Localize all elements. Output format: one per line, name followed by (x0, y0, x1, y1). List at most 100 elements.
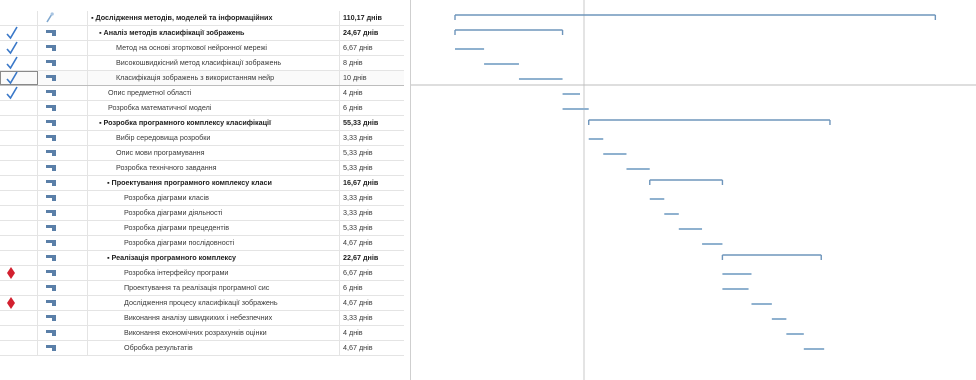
task-duration[interactable]: 3,33 днів (343, 313, 373, 322)
task-name[interactable]: Розробка технічного завдання (88, 161, 340, 175)
table-row[interactable]: Виконання аналізу швидкихих і небезпечни… (0, 311, 404, 326)
table-row[interactable]: Класифікація зображень з використанням н… (0, 71, 404, 86)
task-bar[interactable] (562, 93, 581, 95)
task-icon (46, 210, 56, 216)
table-row[interactable]: Опис мови програмування 5,33 днів (0, 146, 404, 161)
task-duration[interactable]: 6,67 днів (343, 43, 373, 52)
task-name[interactable]: Вибір середовища розробки (88, 131, 340, 145)
task-mode-cell (38, 56, 88, 70)
task-name[interactable]: Опис мови програмування (88, 146, 340, 160)
table-row[interactable]: Розробка діаграми діяльності 3,33 днів (0, 206, 404, 221)
task-bar[interactable] (722, 288, 749, 290)
pin-icon (46, 12, 54, 23)
task-name[interactable]: Розробка інтерфейсу програми (88, 266, 340, 280)
task-duration[interactable]: 4,67 днів (343, 343, 373, 352)
task-bar[interactable] (588, 138, 604, 140)
task-icon (46, 330, 56, 336)
task-duration[interactable]: 4 днів (343, 88, 363, 97)
task-duration[interactable]: 5,33 днів (343, 163, 373, 172)
task-duration[interactable]: 24,67 днів (343, 28, 379, 37)
table-row[interactable]: Метод на основі згорткової нейронної мер… (0, 41, 404, 56)
table-row[interactable]: Розробка інтерфейсу програми 6,67 днів (0, 266, 404, 281)
task-bar[interactable] (664, 213, 679, 215)
task-name[interactable]: ▪ Розробка програмного комплексу класифі… (88, 116, 340, 130)
task-duration[interactable]: 16,67 днів (343, 178, 379, 187)
task-bar[interactable] (678, 228, 703, 230)
task-name[interactable]: Виконання економічних розрахунків оцінки (88, 326, 340, 340)
task-name[interactable]: Проектування та реалізація програмної си… (88, 281, 340, 295)
table-row[interactable]: ▪ Дослідження методів, моделей та інформ… (0, 11, 404, 26)
table-row[interactable]: Розробка технічного завдання 5,33 днів (0, 161, 404, 176)
task-duration[interactable]: 22,67 днів (343, 253, 379, 262)
task-duration[interactable]: 6 днів (343, 283, 363, 292)
gantt-timeline (411, 0, 976, 380)
table-row[interactable]: Опис предметної області 4 днів (0, 86, 404, 101)
table-row[interactable]: ▪ Аналіз методів класифікації зображень 2… (0, 26, 404, 41)
task-duration[interactable]: 6 днів (343, 103, 363, 112)
summary-bar[interactable] (588, 119, 831, 125)
task-bar[interactable] (751, 303, 772, 305)
summary-bar[interactable] (454, 29, 564, 35)
task-duration[interactable]: 4 днів (343, 328, 363, 337)
task-name[interactable]: Розробка діаграми послідовності (88, 236, 340, 250)
task-name[interactable]: ▪ Аналіз методів класифікації зображень (88, 26, 340, 40)
table-row[interactable]: Розробка діаграми прецедентів 5,33 днів (0, 221, 404, 236)
task-duration[interactable]: 4,67 днів (343, 238, 373, 247)
table-row[interactable]: Проектування та реалізація програмної си… (0, 281, 404, 296)
task-duration[interactable]: 8 днів (343, 58, 363, 67)
task-bar[interactable] (455, 48, 485, 50)
task-duration[interactable]: 5,33 днів (343, 148, 373, 157)
task-name[interactable]: Розробка математичної моделі (88, 101, 340, 115)
table-row[interactable]: Вибір середовища розробки 3,33 днів (0, 131, 404, 146)
task-name[interactable]: Розробка діаграми класів (88, 191, 340, 205)
task-duration[interactable]: 10 днів (343, 73, 367, 82)
task-name[interactable]: Метод на основі згорткової нейронної мер… (88, 41, 340, 55)
task-duration[interactable]: 5,33 днів (343, 223, 373, 232)
task-bar[interactable] (518, 78, 563, 80)
table-row[interactable]: Розробка математичної моделі 6 днів (0, 101, 404, 116)
table-row[interactable]: Розробка діаграми послідовності 4,67 днів (0, 236, 404, 251)
table-row[interactable]: ▪ Проектування програмного комплексу кла… (0, 176, 404, 191)
task-name[interactable]: Опис предметної області (88, 86, 340, 100)
summary-bar[interactable] (721, 254, 822, 260)
table-row[interactable]: Обробка результатів 4,67 днів (0, 341, 404, 356)
task-name[interactable]: ▪ Проектування програмного комплексу кла… (88, 176, 340, 190)
task-bar[interactable] (786, 333, 804, 335)
table-row[interactable]: Дослідження процесу класифікації зображе… (0, 296, 404, 311)
task-duration[interactable]: 3,33 днів (343, 133, 373, 142)
table-row[interactable]: Високошвидкісний метод класифікації зобр… (0, 56, 404, 71)
task-bar[interactable] (702, 243, 723, 245)
summary-bar[interactable] (454, 14, 937, 20)
table-row[interactable]: ▪ Реалізація програмного комплексу 22,67 … (0, 251, 404, 266)
task-duration[interactable]: 4,67 днів (343, 298, 373, 307)
task-name[interactable]: Дослідження процесу класифікації зображе… (88, 296, 340, 310)
task-duration[interactable]: 3,33 днів (343, 193, 373, 202)
task-duration[interactable]: 6,67 днів (343, 268, 373, 277)
task-name[interactable]: Розробка діаграми прецедентів (88, 221, 340, 235)
task-name[interactable]: Класифікація зображень з використанням н… (88, 71, 340, 85)
table-row[interactable]: Розробка діаграми класів 3,33 днів (0, 191, 404, 206)
task-duration[interactable]: 110,17 днів (343, 13, 382, 22)
task-bar[interactable] (649, 198, 665, 200)
table-row[interactable]: Виконання економічних розрахунків оцінки… (0, 326, 404, 341)
task-name[interactable]: ▪ Реалізація програмного комплексу (88, 251, 340, 265)
task-bar[interactable] (626, 168, 650, 170)
task-name[interactable]: ▪ Дослідження методів, моделей та інформ… (88, 11, 340, 25)
task-bar[interactable] (484, 63, 519, 65)
summary-bar[interactable] (649, 179, 724, 185)
task-bar[interactable] (771, 318, 787, 320)
task-name[interactable]: Високошвидкісний метод класифікації зобр… (88, 56, 340, 70)
task-bar[interactable] (803, 348, 825, 350)
task-bar[interactable] (603, 153, 627, 155)
task-duration[interactable]: 3,33 днів (343, 208, 373, 217)
task-mode-cell (38, 296, 88, 310)
task-name[interactable]: Обробка результатів (88, 341, 340, 355)
task-bar[interactable] (562, 108, 589, 110)
task-name[interactable]: Виконання аналізу швидкихих і небезпечни… (88, 311, 340, 325)
indicator-cell (0, 191, 38, 205)
task-name[interactable]: Розробка діаграми діяльності (88, 206, 340, 220)
table-row[interactable]: ▪ Розробка програмного комплексу класифі… (0, 116, 404, 131)
task-bar[interactable] (722, 273, 752, 275)
pane-splitter[interactable] (410, 0, 411, 380)
task-duration[interactable]: 55,33 днів (343, 118, 379, 127)
